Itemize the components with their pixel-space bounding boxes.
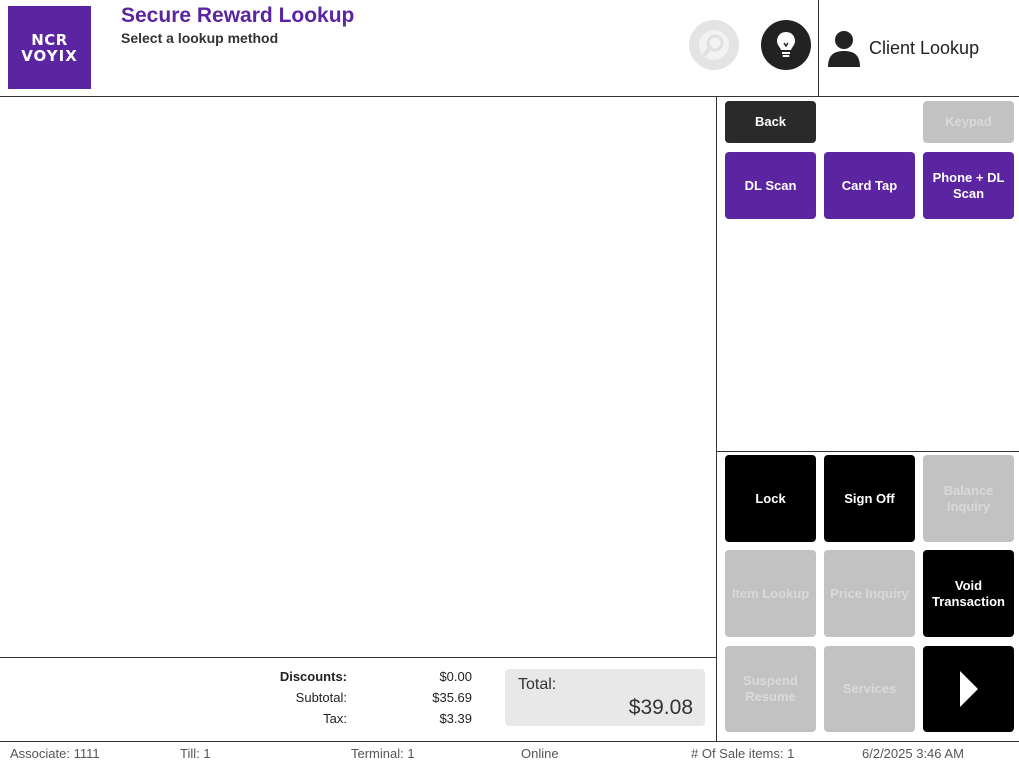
next-page-button[interactable] <box>923 646 1014 732</box>
header: NCR VOYIX Secure Reward Lookup Select a … <box>0 0 1019 97</box>
main-content-area <box>0 97 716 657</box>
search-icon <box>699 30 729 60</box>
sign-off-button[interactable]: Sign Off <box>824 455 915 542</box>
services-button[interactable]: Services <box>824 646 915 732</box>
chevron-right-icon <box>959 671 978 707</box>
client-lookup-button[interactable]: Client Lookup <box>818 0 1019 97</box>
page-title: Secure Reward Lookup <box>121 4 355 27</box>
tax-label: Tax: <box>323 711 347 726</box>
void-transaction-button[interactable]: Void Transaction <box>923 550 1014 637</box>
client-lookup-label: Client Lookup <box>869 38 980 58</box>
balance-inquiry-button[interactable]: Balance Inquiry <box>923 455 1014 542</box>
logo-line2: VOYIX <box>21 46 78 65</box>
associate-status: Associate: 1111 <box>10 746 100 761</box>
phone-dl-scan-button[interactable]: Phone + DL Scan <box>923 152 1014 219</box>
subtotal-label: Subtotal: <box>295 690 347 705</box>
ncr-voyix-logo: NCR VOYIX <box>8 6 91 89</box>
status-bar: Associate: 1111 Till: 1 Terminal: 1 Onli… <box>0 741 1019 763</box>
subtotal-value: $35.69 <box>432 690 472 705</box>
search-button[interactable] <box>689 20 739 70</box>
discounts-label: Discounts: <box>279 669 347 684</box>
price-inquiry-button[interactable]: Price Inquiry <box>824 550 915 637</box>
till-status: Till: 1 <box>180 746 211 761</box>
item-lookup-button[interactable]: Item Lookup <box>725 550 816 637</box>
vertical-divider <box>716 97 717 741</box>
card-tap-button[interactable]: Card Tap <box>824 152 915 219</box>
dl-scan-button[interactable]: DL Scan <box>725 152 816 219</box>
total-box: Total: $39.08 <box>505 669 705 726</box>
help-button[interactable] <box>761 20 811 70</box>
suspend-resume-button[interactable]: Suspend Resume <box>725 646 816 732</box>
terminal-status: Terminal: 1 <box>351 746 415 761</box>
discounts-value: $0.00 <box>439 669 472 684</box>
keypad-button[interactable]: Keypad <box>923 101 1014 143</box>
lock-button[interactable]: Lock <box>725 455 816 542</box>
logo-line1: NCR <box>31 30 68 49</box>
lightbulb-icon <box>777 32 795 57</box>
total-value: $39.08 <box>628 696 693 719</box>
tax-value: $3.39 <box>439 711 472 726</box>
total-label: Total: <box>518 676 557 693</box>
right-panel-divider <box>717 451 1019 452</box>
sale-items-status: # Of Sale items: 1 <box>691 746 795 761</box>
page-subtitle: Select a lookup method <box>121 30 279 46</box>
connection-status: Online <box>521 746 559 761</box>
totals-panel: Discounts: $0.00 Subtotal: $35.69 Tax: $… <box>0 657 716 741</box>
datetime-status: 6/2/2025 3:46 AM <box>862 746 964 761</box>
user-icon <box>828 30 860 67</box>
back-button[interactable]: Back <box>725 101 816 143</box>
